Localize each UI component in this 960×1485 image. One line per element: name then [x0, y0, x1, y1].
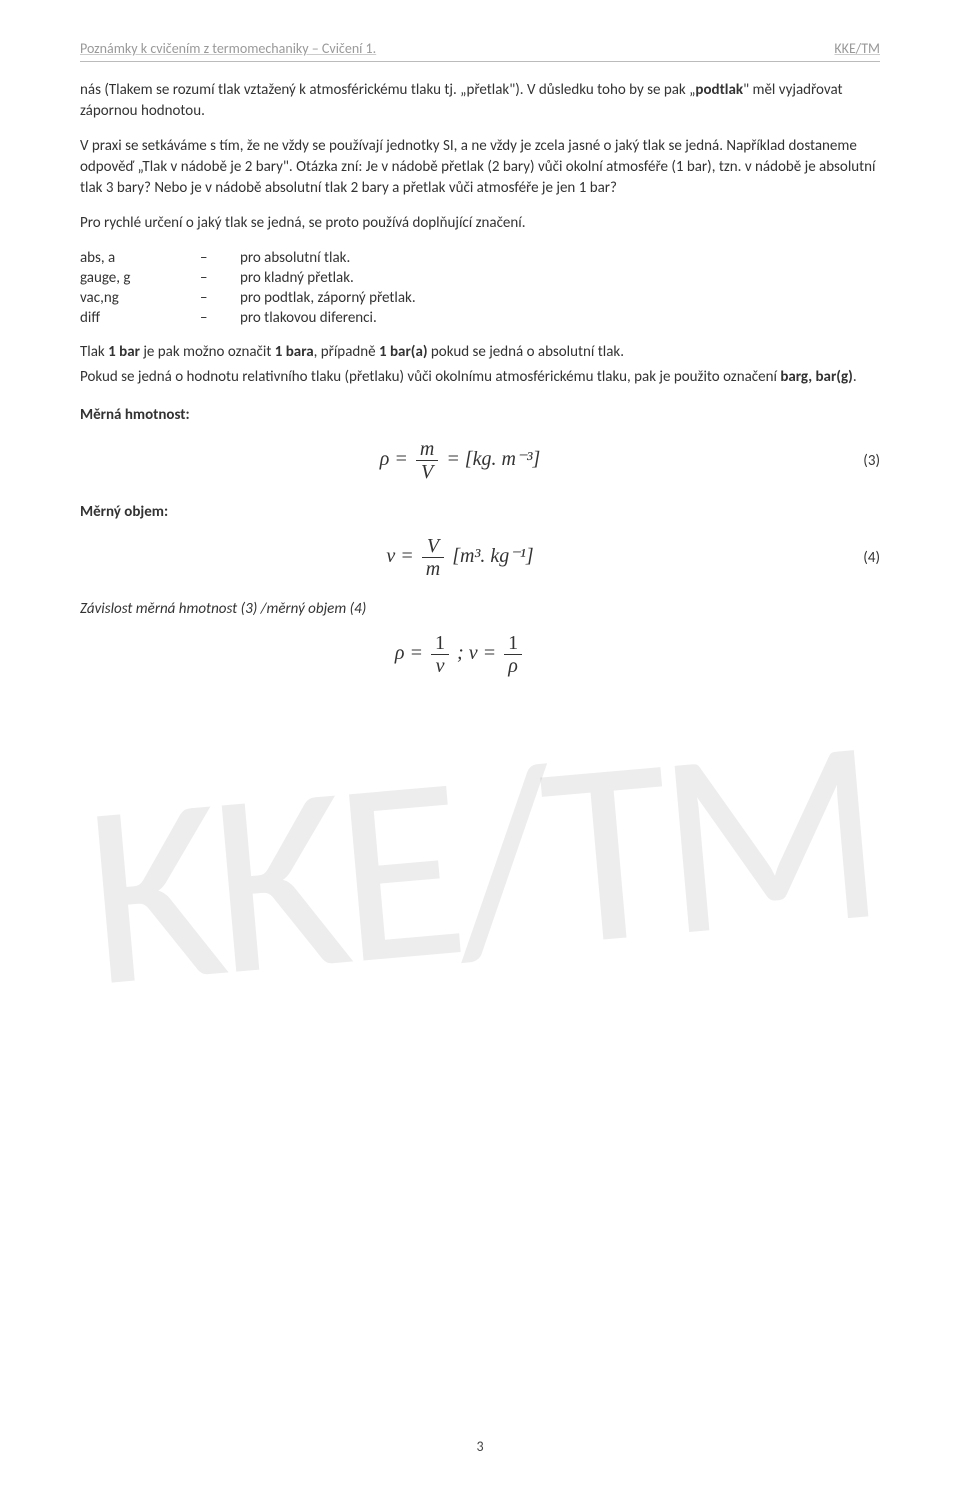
def-key: diff	[80, 308, 200, 328]
equation-4: v = V m [m³. kg⁻¹] (4)	[80, 535, 880, 580]
def-key: vac,ng	[80, 288, 200, 308]
eq4-rhs: [m³. kg⁻¹]	[452, 545, 533, 567]
p5a: Pokud se jedná o hodnotu relativního tla…	[80, 368, 780, 386]
def-dash: –	[200, 248, 240, 268]
page-number: 3	[0, 1438, 960, 1455]
eq3-num: m	[416, 438, 438, 461]
header-right: KKE/TM	[834, 40, 880, 57]
def-key: abs, a	[80, 248, 200, 268]
eq5-f1d: v	[431, 655, 449, 677]
eq5-mid: ; v =	[457, 642, 496, 664]
formula-density: ρ = m V = [kg. m⁻³]	[80, 438, 840, 483]
eq5-f1n: 1	[431, 632, 449, 655]
p4f: 1 bar(a)	[379, 343, 428, 361]
eq3-rhs: = [kg. m⁻³]	[446, 448, 540, 470]
p1-bold: podtlak	[695, 81, 743, 99]
p5c: .	[853, 368, 857, 386]
equation-5: ρ = 1 v ; v = 1 ρ	[80, 632, 880, 677]
def-val: pro tlakovou diferenci.	[240, 308, 416, 328]
definition-row: abs, a – pro absolutní tlak.	[80, 248, 416, 268]
paragraph-3: Pro rychlé určení o jaký tlak se jedná, …	[80, 213, 880, 234]
p4a: Tlak	[80, 343, 108, 361]
equation-number: (3)	[840, 452, 880, 470]
p4b: 1 bar	[108, 343, 140, 361]
eq5-f2d: ρ	[504, 655, 522, 677]
def-key: gauge, g	[80, 268, 200, 288]
paragraph-1: nás (Tlakem se rozumí tlak vztažený k at…	[80, 80, 880, 122]
section-density: Měrná hmotnost:	[80, 406, 880, 424]
formula-relation: ρ = 1 v ; v = 1 ρ	[80, 632, 840, 677]
definitions-list: abs, a – pro absolutní tlak. gauge, g – …	[80, 248, 416, 328]
watermark: KKE/TM	[74, 669, 885, 1054]
formula-specvol: v = V m [m³. kg⁻¹]	[80, 535, 840, 580]
p4d: 1 bara	[275, 343, 314, 361]
p4e: , případně	[314, 343, 379, 361]
eq5-lhs1: ρ =	[395, 642, 423, 664]
section-specvol: Měrný objem:	[80, 503, 880, 521]
eq3-den: V	[416, 461, 438, 483]
equation-3: ρ = m V = [kg. m⁻³] (3)	[80, 438, 880, 483]
p4c: je pak možno označit	[140, 343, 275, 361]
def-val: pro absolutní tlak.	[240, 248, 416, 268]
def-dash: –	[200, 308, 240, 328]
equation-number: (4)	[840, 549, 880, 567]
header-left: Poznámky k cvičením z termomechaniky – C…	[80, 40, 376, 57]
header-rule	[80, 61, 880, 62]
section-relation: Závislost měrná hmotnost (3) /měrný obje…	[80, 600, 880, 618]
p5b: barg, bar(g)	[780, 368, 853, 386]
definition-row: vac,ng – pro podtlak, záporný přetlak.	[80, 288, 416, 308]
def-dash: –	[200, 288, 240, 308]
p4g: pokud se jedná o absolutní tlak.	[428, 343, 624, 361]
definition-row: diff – pro tlakovou diferenci.	[80, 308, 416, 328]
def-val: pro kladný přetlak.	[240, 268, 416, 288]
eq4-num: V	[422, 535, 444, 558]
def-val: pro podtlak, záporný přetlak.	[240, 288, 416, 308]
eq5-f2n: 1	[504, 632, 522, 655]
page-header: Poznámky k cvičením z termomechaniky – C…	[80, 40, 880, 57]
definition-row: gauge, g – pro kladný přetlak.	[80, 268, 416, 288]
eq3-lhs: ρ =	[380, 448, 408, 470]
paragraph-5: Pokud se jedná o hodnotu relativního tla…	[80, 367, 880, 388]
eq4-den: m	[422, 558, 444, 580]
def-dash: –	[200, 268, 240, 288]
paragraph-4: Tlak 1 bar je pak možno označit 1 bara, …	[80, 342, 880, 363]
p1-text-a: nás (Tlakem se rozumí tlak vztažený k at…	[80, 81, 695, 99]
eq4-lhs: v =	[386, 545, 413, 567]
paragraph-2: V praxi se setkáváme s tím, že ne vždy s…	[80, 136, 880, 199]
